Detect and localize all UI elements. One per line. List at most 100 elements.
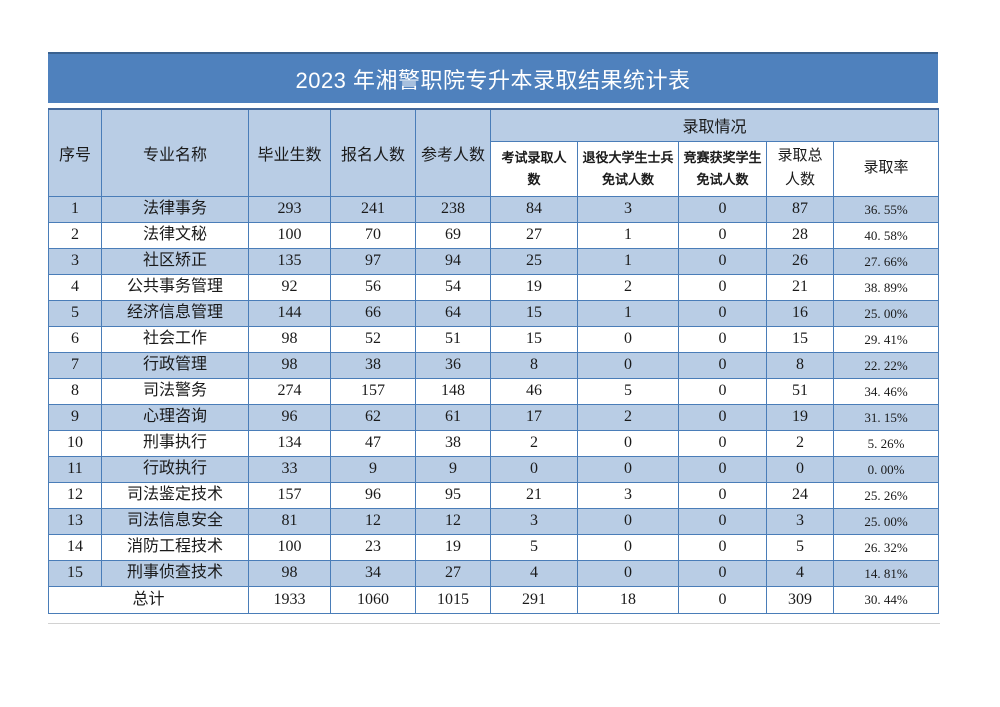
cell-competition-exempt: 0 [678,403,767,431]
table-title: 2023 年湘警职院专升本录取结果统计表 [48,52,938,103]
bottom-shadow-line [48,622,940,624]
cell-major: 社会工作 [101,325,249,353]
cell-exam-admitted: 84 [490,195,578,223]
cell-graduates: 157 [248,481,331,509]
cell-applicants: 97 [330,247,416,275]
cell-examinees: 69 [415,221,491,249]
cell-admission-rate: 25. 00% [832,507,940,535]
cell-veteran-exempt: 1 [577,247,679,275]
cell-exam-admitted: 0 [490,455,578,483]
cell-exam-admitted: 3 [490,507,578,535]
cell-examinees: 54 [415,273,491,301]
cell-competition-exempt: 0 [678,351,767,379]
cell-exam-admitted: 8 [490,351,578,379]
cell-veteran-exempt: 0 [577,429,679,457]
cell-veteran-exempt: 3 [577,481,679,509]
cell-competition-exempt: 0 [678,221,767,249]
table-header: 序号 专业名称 毕业生数 报名人数 参考人数 录取情况 考试录取人数 退役大学生… [48,108,940,197]
cell-exam-admitted: 5 [490,533,578,561]
cell-examinees: 148 [415,377,491,405]
cell-examinees: 64 [415,299,491,327]
cell-admission-rate: 0. 00% [832,455,940,483]
cell-seq: 4 [48,273,102,301]
admission-stats-sheet: 2023 年湘警职院专升本录取结果统计表 序号 专业名称 毕业生数 报名人数 参… [48,52,940,624]
table-row: 11 行政执行 33 9 9 0 0 0 0 0. 00% [48,455,940,483]
cell-seq: 8 [48,377,102,405]
cell-total-admitted: 5 [766,533,834,561]
cell-seq: 3 [48,247,102,275]
table-row: 4 公共事务管理 92 56 54 19 2 0 21 38. 89% [48,273,940,301]
cell-seq: 10 [48,429,102,457]
cell-graduates: 98 [248,559,331,587]
cell-exam-admitted: 15 [490,299,578,327]
cell-admission-rate: 29. 41% [832,325,940,353]
cell-competition-exempt: 0 [678,195,767,223]
col-header-seq: 序号 [48,108,102,197]
table-row: 12 司法鉴定技术 157 96 95 21 3 0 24 25. 26% [48,481,940,509]
cell-total-admitted: 26 [766,247,834,275]
cell-major: 刑事执行 [101,429,249,457]
header-row-sub: 考试录取人数 退役大学生士兵免试人数 竞赛获奖学生免试人数 录取总人数 录取率 [49,140,940,197]
table-row: 8 司法警务 274 157 148 46 5 0 51 34. 46% [48,377,940,405]
cell-major: 法律事务 [101,195,249,223]
table-row: 2 法律文秘 100 70 69 27 1 0 28 40. 58% [48,221,940,249]
col-header-graduates: 毕业生数 [248,108,331,197]
cell-exam-admitted: 19 [490,273,578,301]
table-row: 1 法律事务 293 241 238 84 3 0 87 36. 55% [48,195,940,223]
cell-major: 司法警务 [101,377,249,405]
cell-exam-admitted: 25 [490,247,578,275]
cell-competition-exempt: 0 [678,299,767,327]
cell-examinees: 38 [415,429,491,457]
cell-total-admitted: 4 [766,559,834,587]
cell-major: 行政管理 [101,351,249,379]
cell-admission-rate: 22. 22% [832,351,940,379]
cell-total-admitted: 15 [766,325,834,353]
cell-veteran-exempt: 0 [577,455,679,483]
cell-exam-admitted: 21 [490,481,578,509]
cell-veteran-exempt: 0 [577,351,679,379]
cell-seq: 15 [48,559,102,587]
cell-major: 司法鉴定技术 [101,481,249,509]
cell-total-admitted: 16 [766,299,834,327]
cell-graduates: 274 [248,377,331,405]
cell-total-admitted: 19 [766,403,834,431]
cell-veteran-exempt: 3 [577,195,679,223]
cell-graduates: 134 [248,429,331,457]
col-header-admission-rate: 录取率 [832,140,940,197]
total-row: 总计 1933 1060 1015 291 18 0 309 30. 44% [48,585,940,614]
cell-examinees: 12 [415,507,491,535]
cell-examinees: 27 [415,559,491,587]
cell-veteran-exempt: 5 [577,377,679,405]
cell-major: 刑事侦查技术 [101,559,249,587]
cell-admission-rate: 31. 15% [832,403,940,431]
cell-competition-exempt: 0 [678,455,767,483]
col-header-competition-exempt: 竞赛获奖学生免试人数 [678,140,767,197]
cell-graduates: 100 [248,221,331,249]
cell-seq: 7 [48,351,102,379]
cell-seq: 2 [48,221,102,249]
cell-applicants: 38 [330,351,416,379]
cell-exam-admitted: 46 [490,377,578,405]
cell-exam-admitted: 27 [490,221,578,249]
cell-applicants: 66 [330,299,416,327]
cell-seq: 11 [48,455,102,483]
cell-total-admitted: 2 [766,429,834,457]
cell-total-graduates: 1933 [248,585,331,614]
cell-total-applicants: 1060 [330,585,416,614]
cell-total-admitted: 28 [766,221,834,249]
cell-graduates: 92 [248,273,331,301]
cell-seq: 14 [48,533,102,561]
cell-seq: 5 [48,299,102,327]
cell-graduates: 98 [248,325,331,353]
cell-major: 司法信息安全 [101,507,249,535]
col-header-exam-admitted: 考试录取人数 [490,140,578,197]
cell-total-admitted: 3 [766,507,834,535]
cell-total-competition-exempt: 0 [678,585,767,614]
cell-total-admitted: 309 [766,585,834,614]
cell-applicants: 96 [330,481,416,509]
cell-admission-rate: 38. 89% [832,273,940,301]
col-header-major: 专业名称 [101,108,249,197]
cell-total-admitted: 24 [766,481,834,509]
cell-competition-exempt: 0 [678,533,767,561]
cell-exam-admitted: 2 [490,429,578,457]
